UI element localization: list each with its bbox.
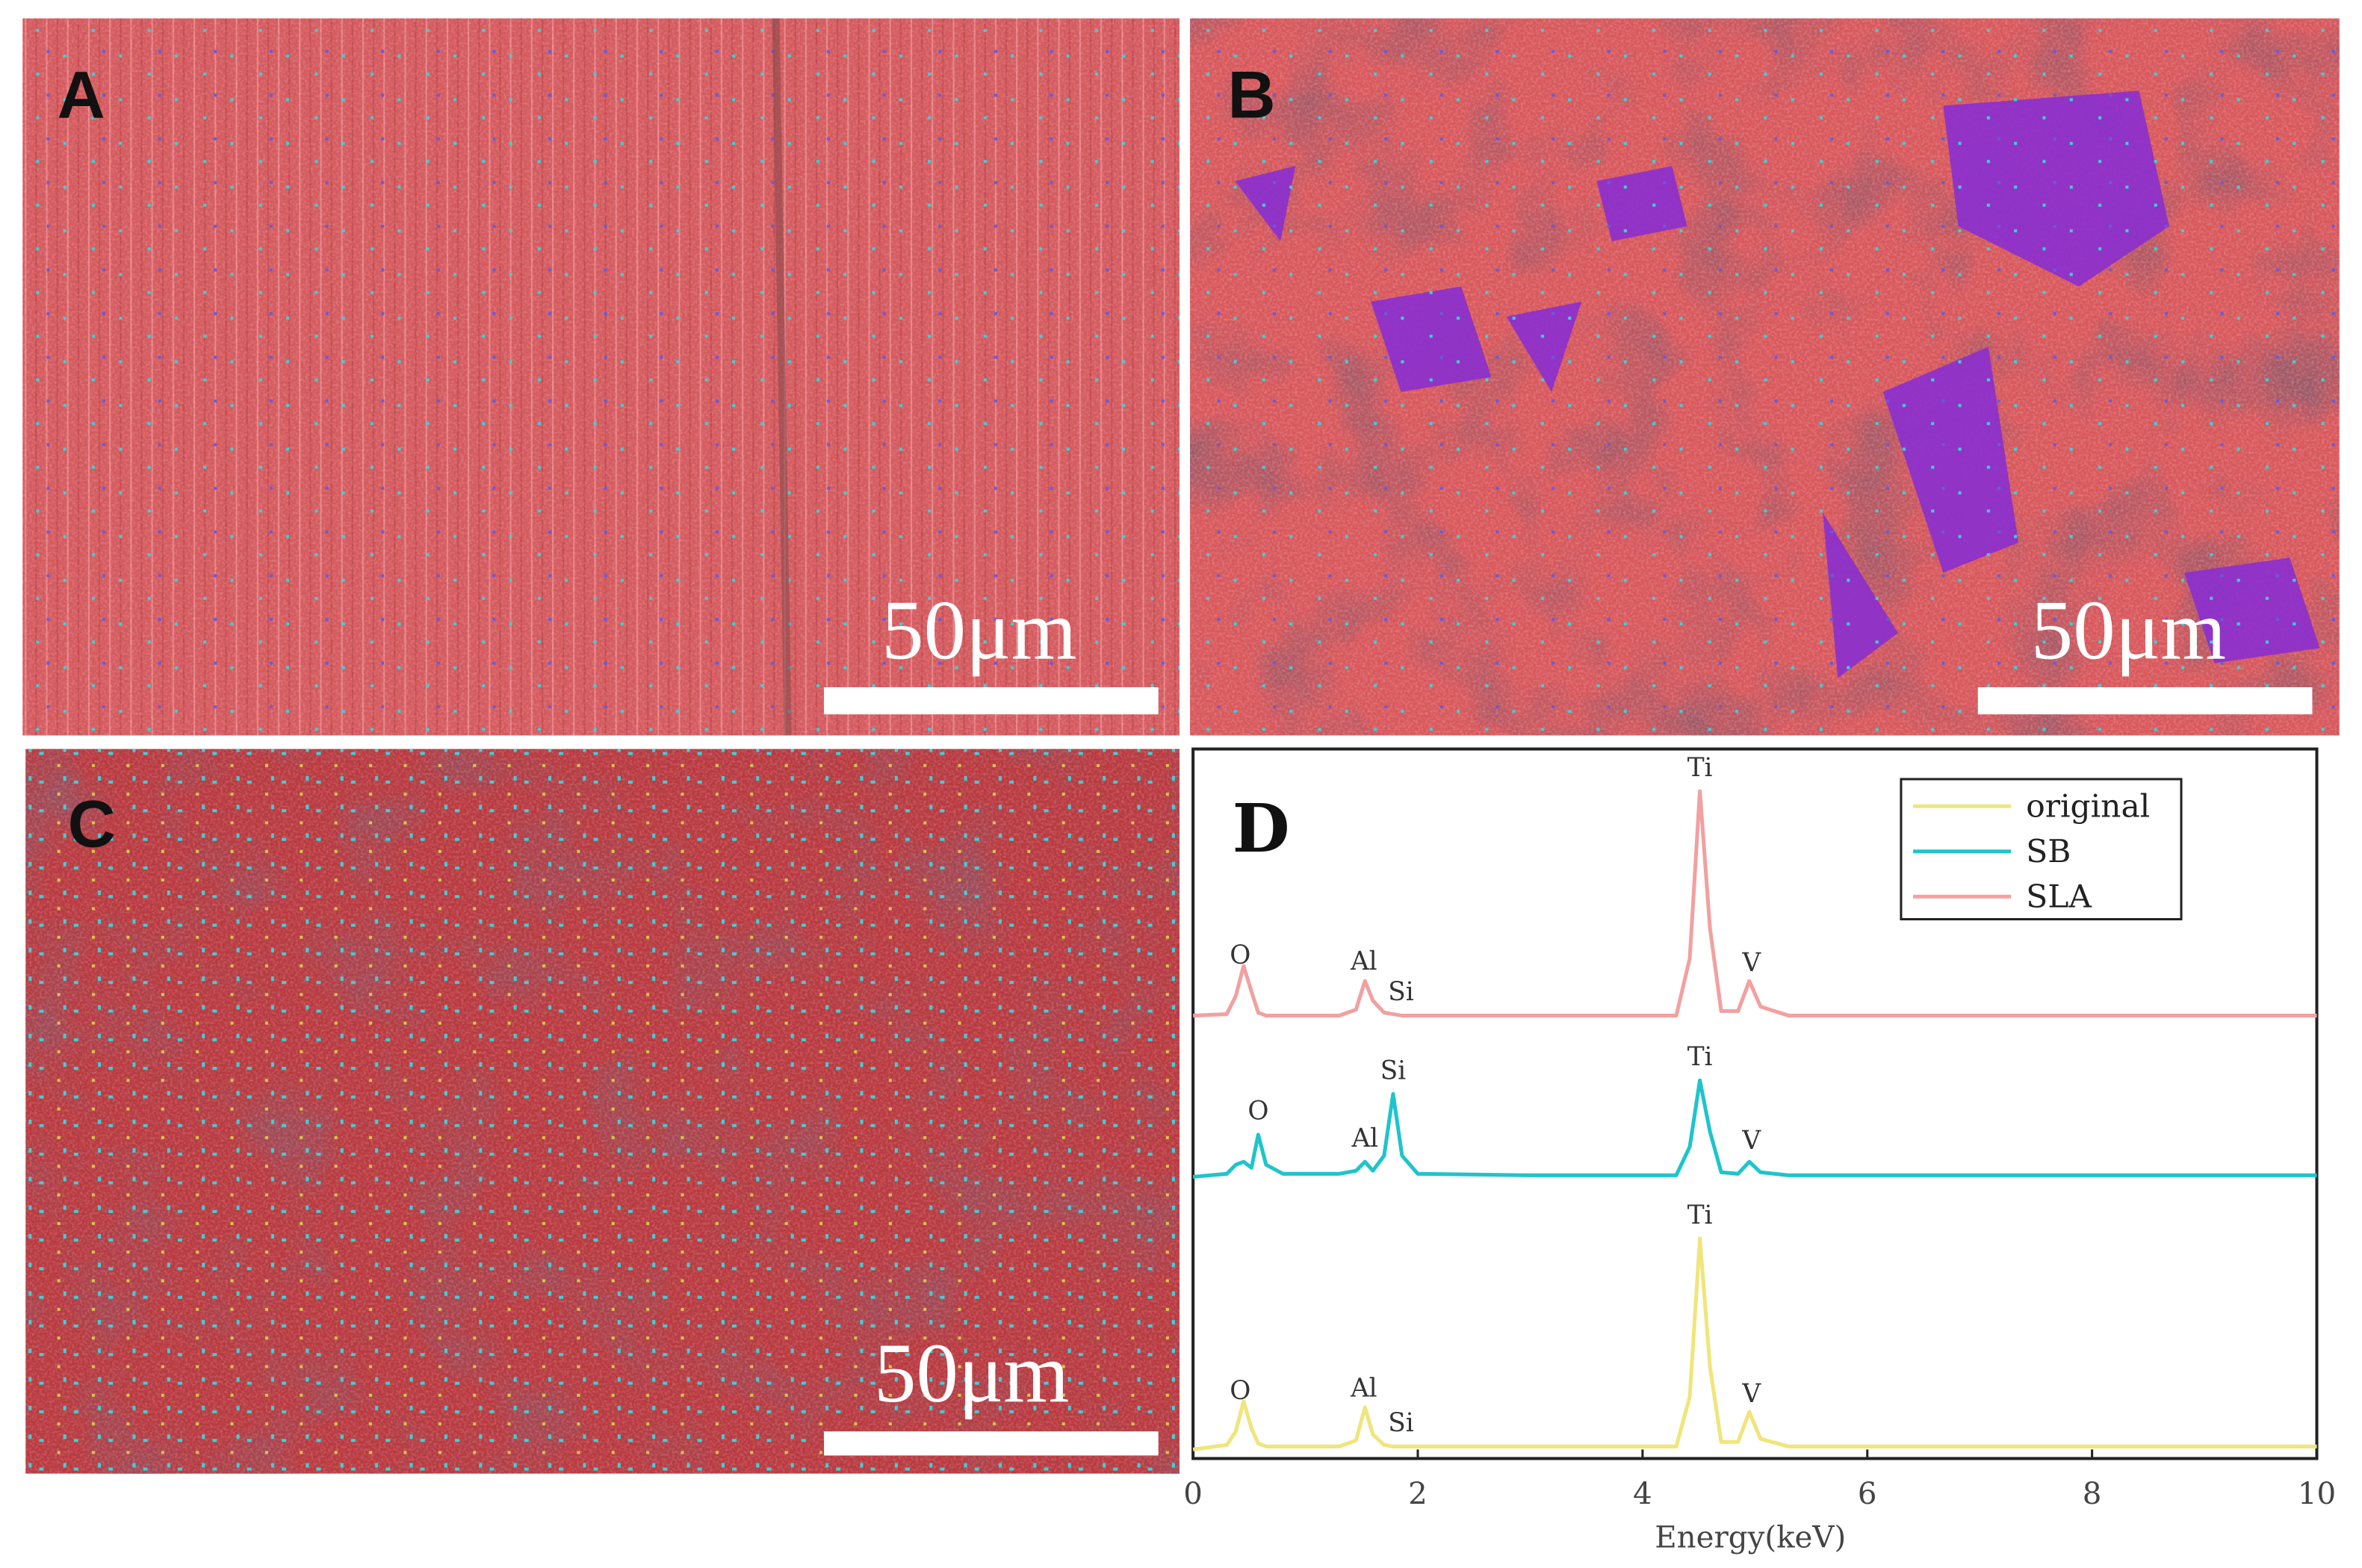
peak-label: O <box>1247 1097 1268 1127</box>
spectrum-line <box>1193 789 2317 1018</box>
peak-label: Si <box>1388 1408 1413 1438</box>
peak-label: V <box>1741 1379 1761 1409</box>
peak-label: V <box>1741 1126 1761 1156</box>
scale-bar <box>824 687 1159 715</box>
scale-bar-label: 50μm <box>881 584 1076 678</box>
element-dots <box>1190 18 2340 736</box>
x-tick-label: 8 <box>2083 1476 2102 1511</box>
scratch <box>772 18 792 736</box>
spectrum-line <box>1192 1078 2317 1179</box>
x-axis-label: Energy(keV) <box>1655 1519 1846 1555</box>
peak-label: O <box>1230 941 1250 970</box>
x-tick-label: 10 <box>2298 1476 2336 1511</box>
x-tick-label: 4 <box>1633 1476 1652 1511</box>
scale-bar <box>824 1431 1159 1456</box>
peak-label: Al <box>1350 946 1377 976</box>
scale-bar-label: 50μm <box>2031 584 2226 678</box>
peak-label: Si <box>1380 1056 1406 1085</box>
peak-label: Al <box>1350 1373 1377 1403</box>
peak-label: Ti <box>1687 1042 1713 1072</box>
panel-label: D <box>1233 790 1290 867</box>
scale-bar-label: 50μm <box>874 1327 1069 1420</box>
panel-c: C 50μm <box>25 749 1180 1474</box>
peak-label: Si <box>1388 977 1413 1007</box>
peak-label: O <box>1230 1376 1250 1406</box>
element-dots <box>25 749 1180 1474</box>
panel-label: B <box>1228 58 1276 132</box>
peak-label: Ti <box>1687 753 1713 783</box>
x-tick-label: 6 <box>1858 1476 1877 1511</box>
peak-label: V <box>1741 948 1761 978</box>
panel-a: A 50μm <box>22 18 1180 736</box>
panel-label: A <box>58 58 105 132</box>
spectrum-line <box>1192 1236 2317 1451</box>
element-dots <box>22 18 1180 736</box>
panel-label: C <box>68 787 116 861</box>
x-tick-label: 2 <box>1408 1476 1428 1511</box>
spectrum-chart: D Energy(keV) <box>1191 747 2319 1555</box>
panel-b: B 50μm <box>1190 18 2340 736</box>
peak-label: Al <box>1351 1124 1378 1153</box>
legend-label: original <box>2026 787 2150 824</box>
peak-label: Ti <box>1687 1200 1713 1230</box>
legend-label: SLA <box>2026 878 2092 914</box>
scale-bar <box>1977 687 2313 715</box>
x-tick-label: 0 <box>1183 1476 1203 1511</box>
legend-label: SB <box>2026 833 2071 870</box>
